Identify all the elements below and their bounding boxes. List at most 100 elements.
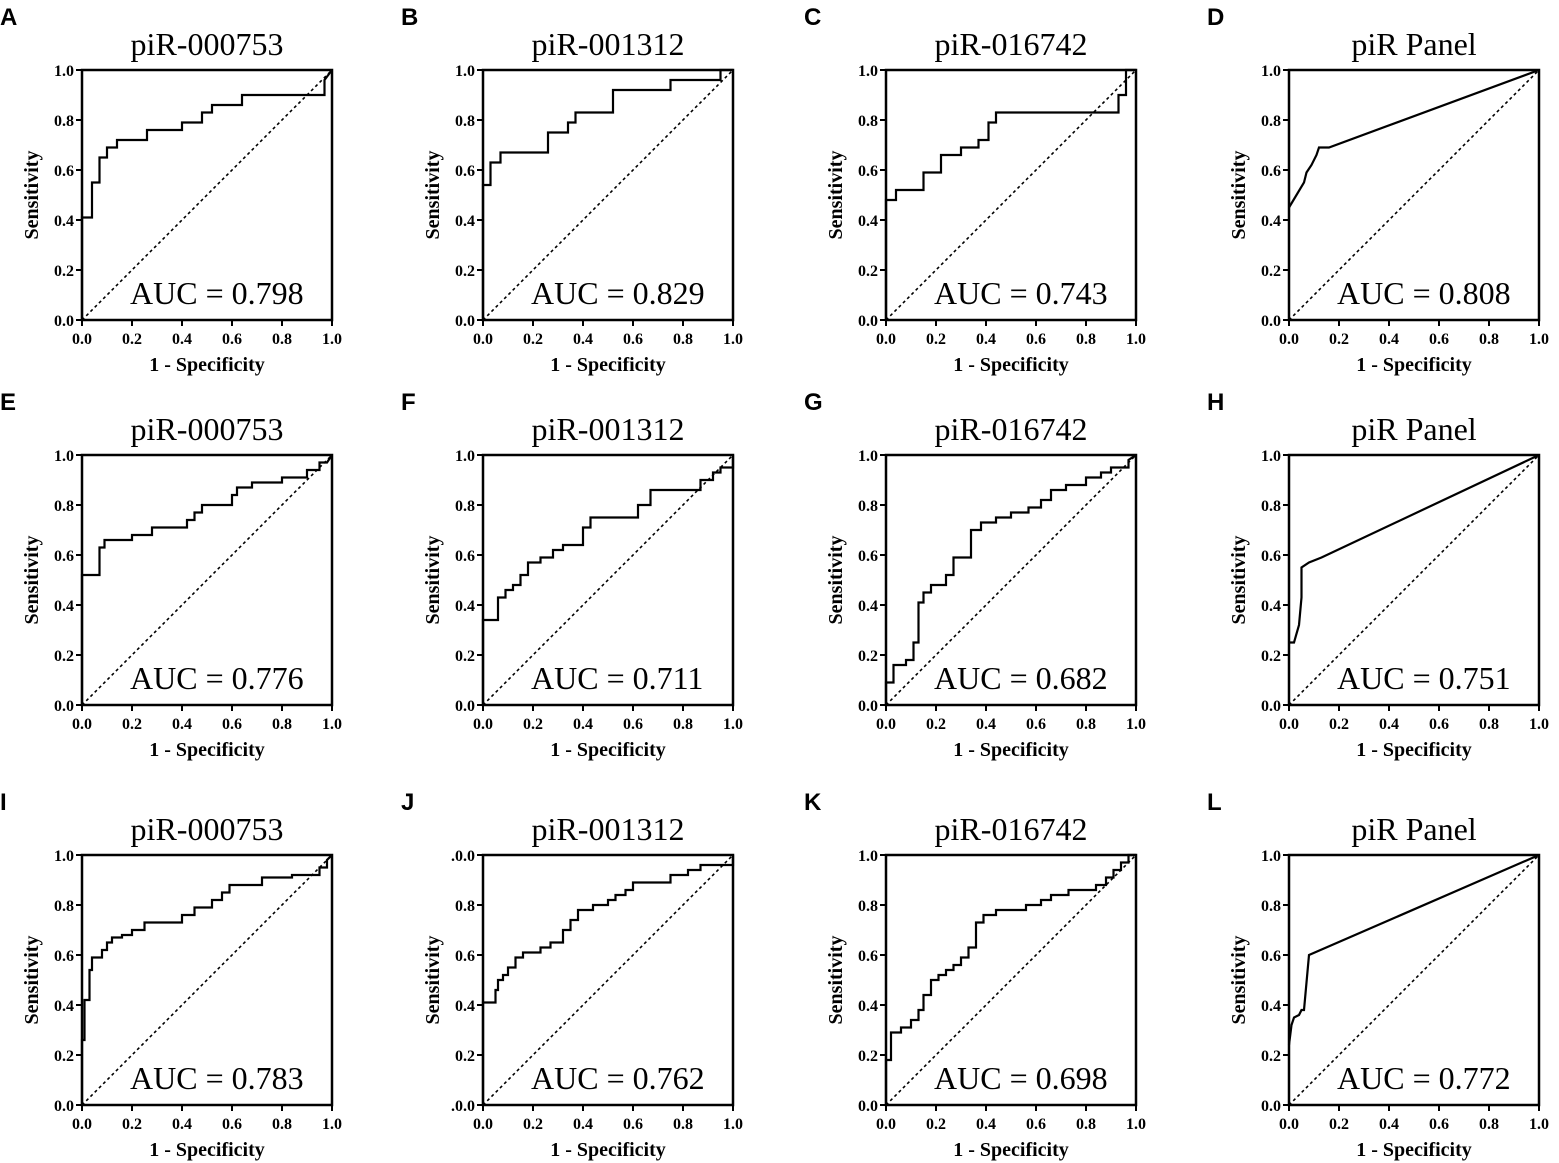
y-tick-label: 0.0 [858,1098,878,1115]
panel-letter: E [0,389,16,416]
reference-line [81,454,333,706]
x-tick-label: 0.6 [623,1116,643,1133]
auc-annotation: AUC = 0.711 [531,660,703,696]
plot-frame [80,68,334,322]
y-tick-label: 0.4 [54,598,74,615]
x-tick-label: 0.4 [1379,716,1399,733]
auc-annotation: AUC = 0.698 [934,1060,1108,1096]
x-tick-label: 0.0 [1279,1116,1299,1133]
x-tick-label: 0.8 [673,331,693,348]
x-tick-label: 0.8 [1076,1116,1096,1133]
x-tick-label: 0.4 [976,716,996,733]
y-tick-label: 0.0 [54,1098,74,1115]
chart-title: piR-001312 [532,26,685,62]
y-tick-label: 0.8 [858,113,878,130]
x-tick-label: 0.0 [72,716,92,733]
y-tick-label: 0.4 [1261,213,1281,230]
y-tick-label: 0.6 [455,548,475,565]
x-tick-label: 0.8 [1076,331,1096,348]
y-tick-label: 0.6 [858,548,878,565]
y-tick-label: 1.0 [455,63,475,80]
y-tick-label: .0.0 [451,848,475,865]
y-tick-label: 1.0 [54,448,74,465]
x-tick-label: 1.0 [1529,716,1549,733]
x-tick-label: 0.2 [122,331,142,348]
chart-title: piR-000753 [131,811,284,847]
y-tick-label: 0.6 [858,163,878,180]
y-tick-label: 0.8 [455,113,475,130]
y-tick-label: 0.2 [858,1048,878,1065]
panel-letter: H [1207,389,1224,416]
y-tick-label: 0.4 [54,213,74,230]
y-tick-label: 0.8 [54,113,74,130]
x-tick-label: 0.4 [573,331,593,348]
y-tick-label: 1.0 [1261,448,1281,465]
y-tick-label: 0.2 [858,263,878,280]
x-tick-label: 1.0 [1126,1116,1146,1133]
y-tick-label: 0.6 [1261,948,1281,965]
y-tick-label: 1.0 [54,848,74,865]
plot-frame [1287,68,1541,322]
x-tick-label: 0.6 [222,716,242,733]
chart-title: piR Panel [1351,411,1476,447]
chart-title: piR-000753 [131,26,284,62]
y-axis-label: Sensitivity [825,536,847,625]
x-axis-label: 1 - Specificity [550,1139,666,1161]
x-tick-label: 1.0 [322,716,342,733]
x-tick-label: 0.8 [272,716,292,733]
y-tick-label: 0.2 [455,263,475,280]
x-tick-label: 0.8 [1076,716,1096,733]
y-tick-label: 0.0 [54,698,74,715]
x-tick-label: 1.0 [723,331,743,348]
x-tick-label: 0.0 [1279,716,1299,733]
y-tick-label: 0.6 [858,948,878,965]
plot-frame [1287,453,1541,707]
auc-annotation: AUC = 0.808 [1337,275,1511,311]
reference-line [885,454,1137,706]
panel-letter: K [804,789,822,816]
chart-title: piR-016742 [935,411,1088,447]
y-tick-label: 0.8 [54,898,74,915]
reference-line [482,69,734,321]
x-tick-label: 0.0 [473,1116,493,1133]
y-tick-label: 0.8 [455,498,475,515]
x-tick-label: 0.0 [72,331,92,348]
y-tick-label: 0.0 [455,698,475,715]
x-tick-label: 0.4 [573,716,593,733]
x-axis-label: 1 - Specificity [953,354,1069,376]
x-tick-label: 0.4 [976,1116,996,1133]
x-tick-label: 0.6 [1026,331,1046,348]
y-tick-label: 0.2 [54,263,74,280]
auc-annotation: AUC = 0.751 [1337,660,1511,696]
y-tick-label: 0.6 [455,948,475,965]
y-tick-label: 1.0 [858,448,878,465]
y-tick-label: 1.0 [54,63,74,80]
y-tick-label: 0.4 [455,998,475,1015]
x-tick-label: 1.0 [1126,716,1146,733]
y-axis-label: Sensitivity [422,151,444,240]
x-tick-label: 0.4 [976,331,996,348]
y-tick-label: 0.4 [858,213,878,230]
x-tick-label: 0.0 [72,1116,92,1133]
y-tick-label: 0.6 [455,163,475,180]
x-tick-label: 0.4 [172,331,192,348]
x-tick-label: 1.0 [723,716,743,733]
y-tick-label: 0.2 [54,1048,74,1065]
y-tick-label: 0.2 [54,648,74,665]
x-tick-label: 0.2 [926,1116,946,1133]
x-tick-label: 0.2 [122,1116,142,1133]
x-tick-label: 0.6 [1429,716,1449,733]
x-axis-label: 1 - Specificity [149,354,265,376]
x-tick-label: 0.8 [272,331,292,348]
y-tick-label: 0.4 [1261,598,1281,615]
auc-annotation: AUC = 0.829 [531,275,705,311]
reference-line [482,454,734,706]
x-tick-label: 0.0 [1279,331,1299,348]
